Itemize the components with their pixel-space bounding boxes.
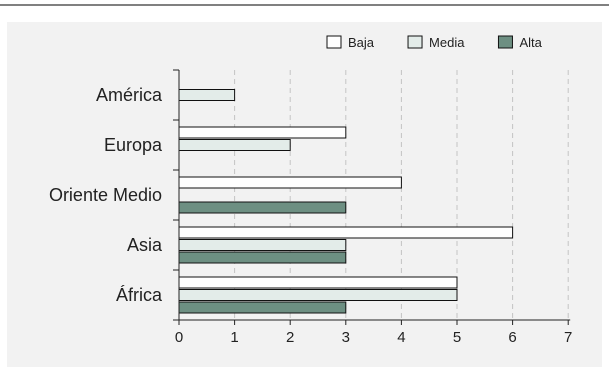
x-tick-label: 5 xyxy=(453,329,461,346)
x-tick-label: 3 xyxy=(342,329,350,346)
bar-america-media xyxy=(178,89,236,101)
x-tick-label: 7 xyxy=(564,329,572,346)
bar-europa-media xyxy=(178,139,291,151)
bar-africa-media xyxy=(178,289,458,301)
bar-oriente-medio-alta xyxy=(178,201,347,214)
category-label-asia: Asia xyxy=(127,235,163,255)
legend-swatch-media xyxy=(407,35,423,49)
category-label-europa: Europa xyxy=(104,135,163,155)
legend-swatch-alta xyxy=(497,35,513,49)
category-label-africa: África xyxy=(116,285,163,305)
bar-asia-baja xyxy=(178,226,514,239)
x-tick-label: 1 xyxy=(230,329,238,346)
legend-swatch-baja xyxy=(326,35,342,49)
bar-europa-baja xyxy=(178,126,347,139)
category-labels: América Europa Oriente Medio Asia África xyxy=(49,85,163,305)
x-tick-label: 2 xyxy=(286,329,294,346)
x-tick-labels: 0 1 2 3 4 5 6 7 xyxy=(175,329,573,346)
axes xyxy=(173,69,571,325)
bar-asia-alta xyxy=(178,251,347,264)
legend-label-baja: Baja xyxy=(348,35,375,50)
legend-label-alta: Alta xyxy=(519,35,542,50)
bar-africa-baja xyxy=(178,276,458,289)
legend-label-media: Media xyxy=(429,35,465,50)
category-label-america: América xyxy=(96,85,163,105)
bar-asia-media xyxy=(178,239,347,251)
x-tick-label: 6 xyxy=(508,329,516,346)
bar-oriente-medio-baja xyxy=(178,176,402,189)
bar-africa-alta xyxy=(178,301,347,314)
category-label-oriente-medio: Oriente Medio xyxy=(49,185,162,205)
x-tick-label: 4 xyxy=(397,329,405,346)
bars xyxy=(178,89,514,314)
x-tick-label: 0 xyxy=(175,329,183,346)
legend: Baja Media Alta xyxy=(326,35,543,50)
